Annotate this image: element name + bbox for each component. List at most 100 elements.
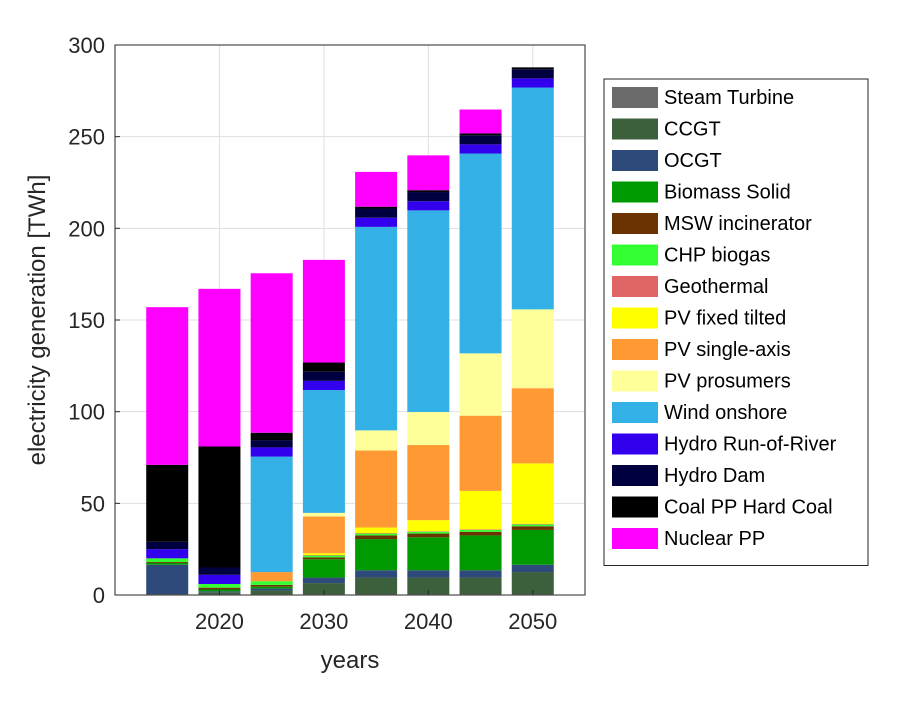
legend-swatch <box>612 213 658 234</box>
bar-segment <box>511 309 554 389</box>
bar-segment <box>146 549 189 559</box>
y-axis: 0 50 100 150 200 250 300 <box>68 33 120 608</box>
bar-segment <box>407 201 450 211</box>
bar-segment <box>250 440 293 448</box>
bar-segment <box>250 581 293 585</box>
legend-label: Geothermal <box>664 276 769 298</box>
legend-label: PV fixed tilted <box>664 308 786 330</box>
bar-segment <box>198 574 241 584</box>
bar-segment <box>407 531 450 532</box>
bar-segment <box>146 558 189 562</box>
bar-segment <box>250 432 293 441</box>
bar-segment <box>407 210 450 413</box>
bar-segment <box>250 447 293 457</box>
bar-segment <box>355 171 398 207</box>
bar-segment <box>302 555 345 558</box>
legend-swatch <box>612 528 658 549</box>
bar-segment <box>302 577 345 584</box>
bar-segment <box>198 584 241 588</box>
legend-label: Biomass Solid <box>664 182 791 204</box>
legend: Steam Turbine CCGT OCGT Biomass Solid MSW in… <box>603 78 869 566</box>
bar-segment <box>302 557 345 560</box>
bar-segment <box>511 564 554 573</box>
bar-segment <box>407 192 450 202</box>
bar-segment <box>355 539 398 571</box>
bar-segment <box>459 144 502 154</box>
bar-segment <box>355 535 398 540</box>
bar-segment <box>302 380 345 391</box>
bar-segment <box>459 135 502 145</box>
x-tick-label: 2050 <box>508 609 557 634</box>
bar-segment <box>459 353 502 416</box>
bar-segment <box>511 524 554 527</box>
x-tick-label: 2020 <box>195 609 244 634</box>
bar-segment <box>302 553 345 556</box>
bar-segment <box>302 390 345 513</box>
bar-segment <box>146 562 189 563</box>
bar-segment <box>146 464 189 542</box>
bar-segment <box>302 516 345 554</box>
bar-segment <box>302 555 345 556</box>
legend-label: Steam Turbine <box>664 87 794 109</box>
legend-swatch <box>612 465 658 486</box>
legend-label: Nuclear PP <box>664 528 765 550</box>
bar-segment <box>459 153 502 354</box>
legend-swatch <box>612 118 658 140</box>
legend-label: CCGT <box>664 119 721 141</box>
bar-segment <box>459 570 502 578</box>
legend-swatch <box>612 433 658 455</box>
bar-segment <box>407 155 450 191</box>
bar-segment <box>302 512 345 517</box>
legend-label: MSW incinerator <box>664 213 812 235</box>
bar-segment <box>511 572 554 595</box>
bar-segment <box>355 577 398 595</box>
bar-segment <box>355 226 398 431</box>
bar-segment <box>250 584 293 587</box>
bar-segment <box>355 208 398 218</box>
y-tick-label: 150 <box>68 308 105 333</box>
bar-segment <box>459 109 502 134</box>
legend-label: Hydro Run-of-River <box>664 434 837 456</box>
legend-swatch <box>612 87 658 108</box>
bar-segment <box>459 531 502 536</box>
legend-swatch <box>612 402 658 423</box>
bar-segment <box>459 535 502 571</box>
x-tick-label: 2040 <box>404 609 453 634</box>
legend-label: PV single-axis <box>664 339 791 361</box>
y-tick-label: 300 <box>68 33 105 58</box>
legend-swatch <box>612 370 658 392</box>
bar-segment <box>407 531 450 534</box>
bar-segment <box>511 87 554 310</box>
bar-segment <box>407 445 450 521</box>
legend-swatch <box>612 339 658 360</box>
bar-segment <box>302 259 345 363</box>
bar-segment <box>146 564 189 595</box>
bar-segment <box>355 217 398 227</box>
y-tick-label: 100 <box>68 400 105 425</box>
bar-segment <box>146 307 189 465</box>
legend-swatch <box>612 181 658 203</box>
y-axis-title: electricity generation [TWh] <box>24 175 51 466</box>
bar-segment <box>511 529 554 565</box>
bar-segment <box>250 590 293 595</box>
legend-swatch <box>612 150 658 171</box>
y-tick-label: 50 <box>81 491 105 516</box>
bar-segment <box>198 567 241 575</box>
bar-segment <box>511 78 554 88</box>
bar-segment <box>511 69 554 79</box>
legend-label: CHP biogas <box>664 245 770 267</box>
bar-segment <box>511 388 554 464</box>
legend-label: PV prosumers <box>664 371 791 393</box>
bar-segment <box>198 288 241 447</box>
x-axis-title: years <box>321 647 380 674</box>
bar-segment <box>302 371 345 381</box>
bar-segment <box>198 446 241 568</box>
bar-segment <box>511 463 554 524</box>
bar-segment <box>355 430 398 451</box>
legend-swatch <box>612 244 658 266</box>
bar-segment <box>459 415 502 491</box>
bar-segment <box>146 541 189 550</box>
bar-segment <box>407 520 450 532</box>
x-axis: 2020 2030 2040 2050 <box>195 590 557 634</box>
